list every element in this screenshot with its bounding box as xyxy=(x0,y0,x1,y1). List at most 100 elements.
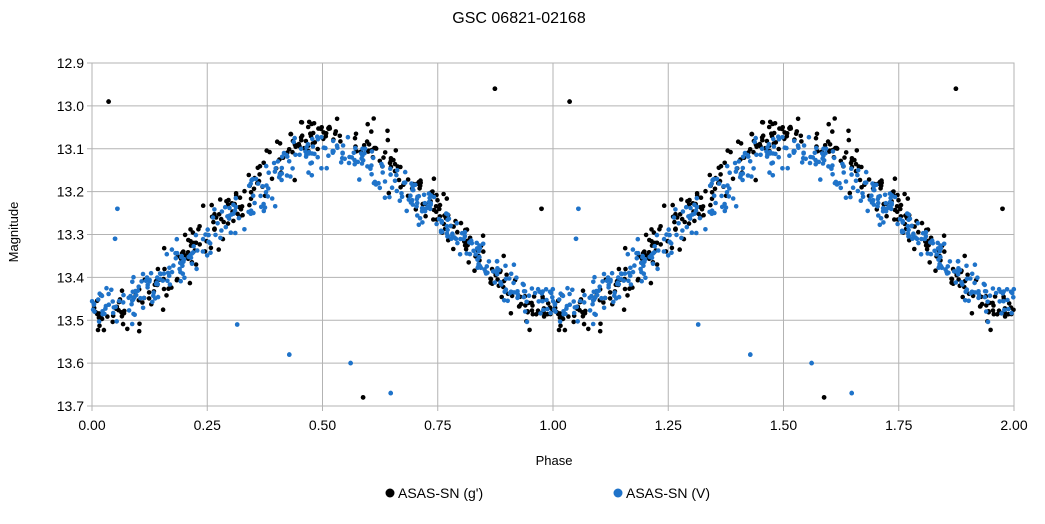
g-prime-point xyxy=(687,197,692,203)
g-prime-point xyxy=(316,126,321,131)
g-prime-point xyxy=(187,280,193,286)
v-point xyxy=(632,263,637,268)
v-point xyxy=(916,240,921,246)
g-prime-point xyxy=(247,202,252,208)
v-point xyxy=(983,289,989,294)
v-point xyxy=(250,193,256,198)
v-point xyxy=(514,275,519,281)
v-point xyxy=(212,207,217,212)
series-v xyxy=(89,134,1017,396)
v-point xyxy=(121,292,126,298)
g-prime-point xyxy=(813,135,819,141)
g-prime-point xyxy=(225,202,231,207)
v-point xyxy=(877,193,883,199)
g-prime-point xyxy=(643,232,649,238)
g-prime-point xyxy=(558,323,563,329)
g-prime-point xyxy=(598,321,603,327)
v-point xyxy=(809,360,814,366)
v-point xyxy=(899,228,905,234)
v-point xyxy=(962,298,968,303)
v-point xyxy=(340,143,346,148)
x-tick-label: 1.25 xyxy=(655,417,682,433)
v-point xyxy=(853,178,859,184)
g-prime-point xyxy=(431,176,437,181)
v-point xyxy=(711,193,717,198)
v-point xyxy=(292,135,298,141)
v-point xyxy=(164,251,170,257)
v-point xyxy=(455,240,460,246)
v-point xyxy=(218,235,223,241)
v-point xyxy=(997,299,1002,304)
v-point xyxy=(611,299,616,305)
g-prime-point xyxy=(225,221,231,226)
g-prime-point xyxy=(337,133,343,139)
g-prime-point xyxy=(212,227,217,232)
g-prime-point xyxy=(924,246,930,252)
g-prime-point xyxy=(905,196,911,201)
v-point xyxy=(288,174,293,179)
g-prime-point xyxy=(988,327,993,333)
v-point xyxy=(99,293,105,299)
v-point xyxy=(589,293,594,299)
v-point xyxy=(279,177,284,183)
v-point xyxy=(140,271,146,277)
g-prime-point xyxy=(770,121,775,127)
v-point xyxy=(106,291,111,297)
v-point xyxy=(501,298,507,303)
v-point xyxy=(552,301,558,307)
g-prime-point xyxy=(1006,301,1012,306)
v-point xyxy=(582,292,587,298)
v-point xyxy=(410,187,415,193)
v-point xyxy=(609,270,615,276)
x-tick-label: 1.50 xyxy=(770,417,797,433)
g-prime-point xyxy=(392,161,398,167)
v-point xyxy=(915,220,921,226)
g-prime-point xyxy=(193,262,199,267)
v-point xyxy=(110,299,115,304)
v-point xyxy=(486,259,492,264)
g-prime-point xyxy=(417,186,422,191)
v-point xyxy=(408,193,413,198)
v-point xyxy=(751,166,756,171)
v-point xyxy=(727,170,732,175)
v-point xyxy=(560,293,566,299)
v-point xyxy=(969,271,975,277)
v-point xyxy=(626,278,631,284)
v-point xyxy=(281,150,287,156)
g-prime-point xyxy=(969,311,975,316)
g-prime-point xyxy=(431,217,436,222)
g-prime-point xyxy=(233,191,239,196)
v-point xyxy=(420,220,425,225)
v-point xyxy=(95,297,101,302)
v-point xyxy=(380,170,386,175)
v-point xyxy=(369,172,374,177)
g-prime-point xyxy=(529,308,535,313)
v-point xyxy=(180,271,186,277)
v-point xyxy=(526,293,532,299)
g-prime-point xyxy=(580,314,586,319)
v-point xyxy=(990,286,996,291)
v-point xyxy=(234,322,240,327)
v-point xyxy=(689,230,695,235)
g-prime-point xyxy=(933,268,938,274)
g-prime-point xyxy=(912,246,917,252)
g-prime-point xyxy=(580,288,586,294)
v-point xyxy=(840,161,845,167)
v-point xyxy=(819,151,825,156)
v-point xyxy=(494,259,500,264)
v-point xyxy=(167,282,173,287)
v-point xyxy=(709,181,714,186)
v-point xyxy=(1009,310,1014,316)
g-prime-point xyxy=(853,161,859,167)
x-tick-label: 1.00 xyxy=(539,417,566,433)
v-point xyxy=(287,352,292,357)
v-point xyxy=(541,307,546,313)
v-point xyxy=(408,200,414,205)
g-prime-point xyxy=(784,133,790,139)
v-point xyxy=(548,310,553,316)
v-point xyxy=(551,307,557,313)
x-tick-label: 2.00 xyxy=(1000,417,1027,433)
y-tick-label: 13.2 xyxy=(57,184,84,200)
v-point xyxy=(480,241,486,247)
v-point xyxy=(932,248,937,254)
